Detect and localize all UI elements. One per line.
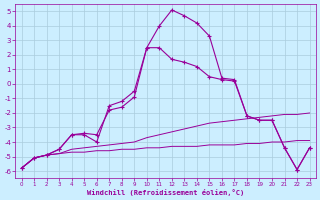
X-axis label: Windchill (Refroidissement éolien,°C): Windchill (Refroidissement éolien,°C) (87, 189, 244, 196)
